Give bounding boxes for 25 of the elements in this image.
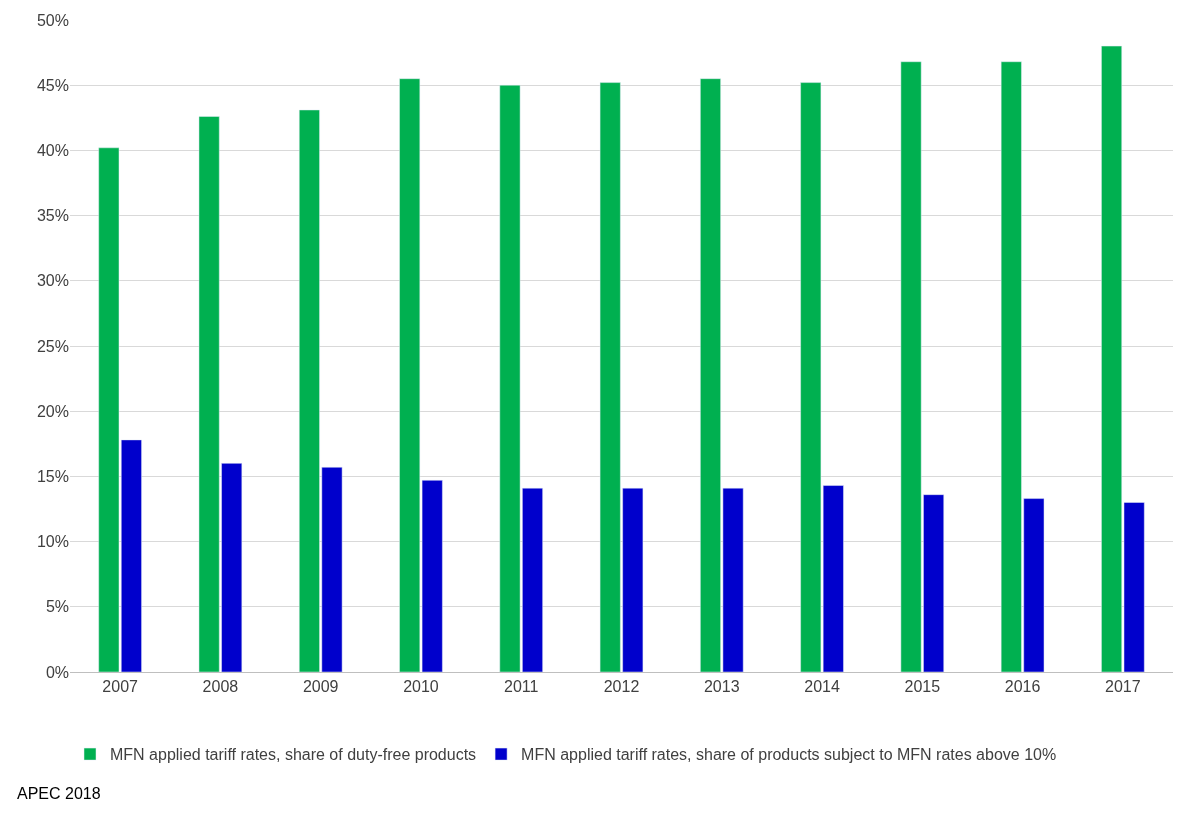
y-tick-label: 40% bbox=[36, 142, 69, 159]
x-tick-label: 2014 bbox=[804, 678, 840, 696]
x-tick-label: 2016 bbox=[1004, 678, 1041, 696]
legend-label: MFN applied tariff rates, share of products subject to MFN rates above 10% bbox=[521, 746, 1057, 764]
y-tick-label: 10% bbox=[36, 533, 69, 551]
legend-label: MFN applied tariff rates, share of duty-free products bbox=[110, 746, 477, 764]
x-tick-label: 2008 bbox=[202, 678, 239, 696]
y-tick-label: 0% bbox=[45, 663, 69, 681]
x-tick-label: 2012 bbox=[603, 678, 640, 696]
y-tick-label: 30% bbox=[36, 272, 69, 290]
x-tick-label: 2010 bbox=[403, 678, 439, 696]
y-tick-label: 45% bbox=[36, 76, 69, 94]
x-tick-label: 2015 bbox=[904, 678, 941, 696]
y-tick-label: 15% bbox=[36, 468, 69, 485]
y-tick-label: 35% bbox=[36, 207, 69, 225]
x-tick-label: 2009 bbox=[302, 678, 339, 696]
y-tick-label: 25% bbox=[36, 337, 69, 355]
x-tick-label: 2017 bbox=[1105, 678, 1141, 696]
y-tick-label: 50% bbox=[36, 11, 69, 29]
x-tick-label: 2007 bbox=[102, 678, 139, 696]
y-tick-label: 5% bbox=[45, 598, 69, 616]
y-tick-label: 20% bbox=[36, 402, 69, 420]
x-tick-label: 2011 bbox=[504, 678, 539, 696]
x-tick-label: 2013 bbox=[703, 678, 740, 696]
text: APEC 2018 bbox=[17, 785, 101, 802]
